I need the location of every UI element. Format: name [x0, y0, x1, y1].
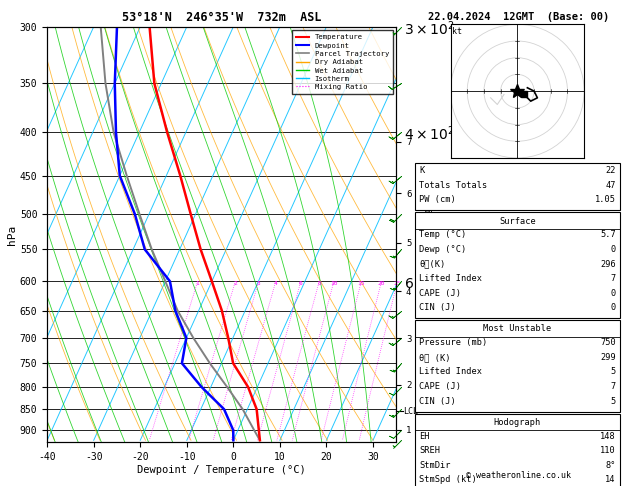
Text: Lifted Index: Lifted Index: [419, 367, 482, 377]
Text: Temp (°C): Temp (°C): [419, 230, 466, 240]
X-axis label: Dewpoint / Temperature (°C): Dewpoint / Temperature (°C): [137, 465, 306, 475]
Text: CIN (J): CIN (J): [419, 303, 455, 312]
Text: 1: 1: [196, 281, 199, 286]
Text: SREH: SREH: [419, 446, 440, 455]
Text: CAPE (J): CAPE (J): [419, 382, 461, 391]
Text: Surface: Surface: [499, 216, 536, 226]
Text: Hodograph: Hodograph: [494, 417, 541, 427]
Text: Lifted Index: Lifted Index: [419, 274, 482, 283]
Text: 8°: 8°: [605, 461, 616, 470]
Text: EH: EH: [419, 432, 430, 441]
Text: 22.04.2024  12GMT  (Base: 00): 22.04.2024 12GMT (Base: 00): [428, 12, 610, 22]
Text: 110: 110: [600, 446, 616, 455]
Text: 5: 5: [611, 367, 616, 377]
Text: 47: 47: [605, 181, 616, 190]
Text: 5.7: 5.7: [600, 230, 616, 240]
Text: 750: 750: [600, 338, 616, 347]
Title: 53°18'N  246°35'W  732m  ASL: 53°18'N 246°35'W 732m ASL: [122, 11, 321, 24]
Text: LCL: LCL: [403, 407, 418, 416]
Text: 5: 5: [611, 397, 616, 406]
Text: 22: 22: [605, 166, 616, 175]
Text: StmSpd (kt): StmSpd (kt): [419, 475, 477, 485]
Y-axis label: km
ASL: km ASL: [457, 226, 479, 243]
Text: © weatheronline.co.uk: © weatheronline.co.uk: [467, 471, 571, 480]
Text: 296: 296: [600, 260, 616, 269]
Text: 3: 3: [257, 281, 260, 286]
Text: 299: 299: [600, 353, 616, 362]
Y-axis label: hPa: hPa: [7, 225, 17, 244]
Text: 7: 7: [611, 274, 616, 283]
Text: 0: 0: [611, 289, 616, 298]
Text: Pressure (mb): Pressure (mb): [419, 338, 487, 347]
Text: Totals Totals: Totals Totals: [419, 181, 487, 190]
Text: 20: 20: [378, 281, 385, 286]
Text: Dewp (°C): Dewp (°C): [419, 245, 466, 254]
Text: 25: 25: [394, 281, 401, 286]
Text: CIN (J): CIN (J): [419, 397, 455, 406]
Text: Most Unstable: Most Unstable: [483, 325, 552, 333]
Text: θᴄ(K): θᴄ(K): [419, 260, 445, 269]
Text: 10: 10: [330, 281, 338, 286]
Text: 7: 7: [611, 382, 616, 391]
Text: StmDir: StmDir: [419, 461, 450, 470]
Text: θᴄ (K): θᴄ (K): [419, 353, 450, 362]
Legend: Temperature, Dewpoint, Parcel Trajectory, Dry Adiabat, Wet Adiabat, Isotherm, Mi: Temperature, Dewpoint, Parcel Trajectory…: [292, 30, 392, 94]
Text: 0: 0: [611, 303, 616, 312]
Text: PW (cm): PW (cm): [419, 195, 455, 205]
Text: 8: 8: [318, 281, 321, 286]
Text: 2: 2: [233, 281, 237, 286]
Text: 148: 148: [600, 432, 616, 441]
Text: 15: 15: [358, 281, 365, 286]
Text: 14: 14: [605, 475, 616, 485]
Text: CAPE (J): CAPE (J): [419, 289, 461, 298]
Text: kt: kt: [452, 27, 462, 36]
Text: 1.05: 1.05: [595, 195, 616, 205]
Text: 4: 4: [274, 281, 277, 286]
Text: 6: 6: [299, 281, 303, 286]
Text: 0: 0: [611, 245, 616, 254]
Text: K: K: [419, 166, 424, 175]
Text: Mixing Ratio (g/kg): Mixing Ratio (g/kg): [424, 187, 433, 282]
